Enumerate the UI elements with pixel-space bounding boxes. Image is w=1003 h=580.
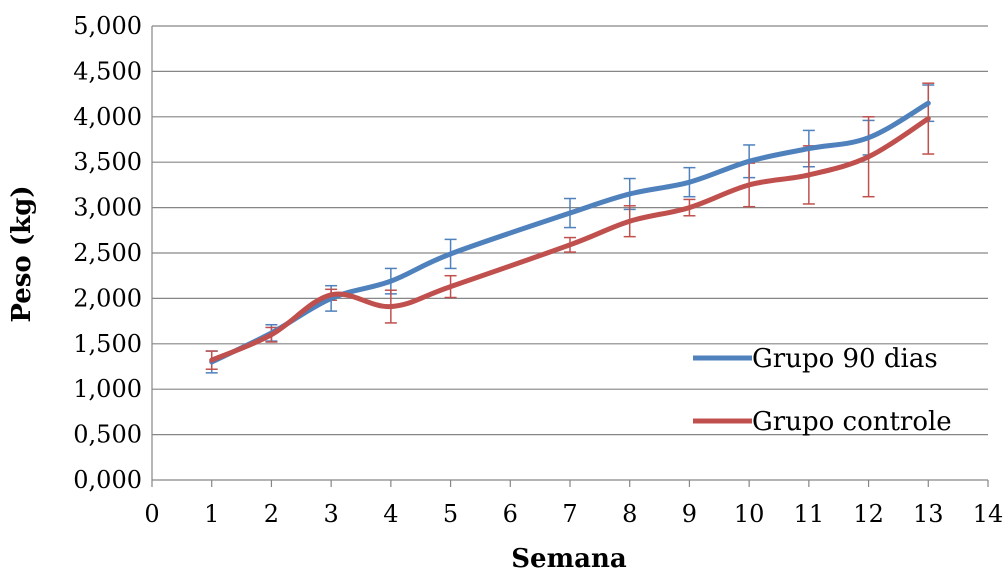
y-tick-label: 5,000 bbox=[73, 12, 142, 40]
x-tick-label: 0 bbox=[144, 500, 159, 528]
x-tick-label: 9 bbox=[682, 500, 697, 528]
x-tick-label: 5 bbox=[443, 500, 458, 528]
y-tick-label: 0,000 bbox=[73, 466, 142, 494]
x-tick-label: 2 bbox=[264, 500, 279, 528]
x-tick-label: 7 bbox=[562, 500, 577, 528]
y-tick-label: 2,000 bbox=[73, 284, 142, 312]
y-tick-label: 4,000 bbox=[73, 103, 142, 131]
y-axis-title: Peso (kg) bbox=[7, 185, 37, 322]
y-tick-label: 0,500 bbox=[73, 421, 142, 449]
y-tick-label: 3,000 bbox=[73, 194, 142, 222]
axes bbox=[151, 26, 989, 487]
x-tick-label: 4 bbox=[383, 500, 398, 528]
x-tick-label: 12 bbox=[853, 500, 884, 528]
x-axis-title: Semana bbox=[511, 544, 627, 574]
x-tick-label: 1 bbox=[204, 500, 219, 528]
y-tick-labels: 0,000 0,500 1,000 1,500 2,000 2,500 3,000 3,500… bbox=[73, 12, 142, 494]
x-tick-label: 8 bbox=[622, 500, 637, 528]
x-tick-label: 13 bbox=[913, 500, 944, 528]
error-bars bbox=[205, 82, 935, 374]
x-tick-labels: 0 1 2 3 4 5 6 7 8 9 10 11 12 13 14 bbox=[144, 500, 1003, 528]
x-tick-label: 6 bbox=[503, 500, 518, 528]
x-tick-label: 10 bbox=[734, 500, 765, 528]
y-tick-label: 1,500 bbox=[73, 330, 142, 358]
series-lines bbox=[209, 100, 931, 365]
y-tick-label: 3,500 bbox=[73, 148, 142, 176]
x-tick-label: 11 bbox=[794, 500, 825, 528]
y-tick-label: 4,500 bbox=[73, 57, 142, 85]
series-line-grupo-controle bbox=[209, 116, 931, 363]
y-tick-label: 2,500 bbox=[73, 239, 142, 267]
series-line-grupo-90-dias bbox=[209, 100, 931, 365]
legend-label-grupo-90-dias: Grupo 90 dias bbox=[752, 344, 938, 374]
y-tick-label: 1,000 bbox=[73, 375, 142, 403]
x-tick-label: 14 bbox=[973, 500, 1003, 528]
x-tick-label: 3 bbox=[324, 500, 339, 528]
legend: Grupo 90 dias Grupo controle bbox=[693, 344, 952, 437]
legend-label-grupo-controle: Grupo controle bbox=[752, 407, 952, 437]
